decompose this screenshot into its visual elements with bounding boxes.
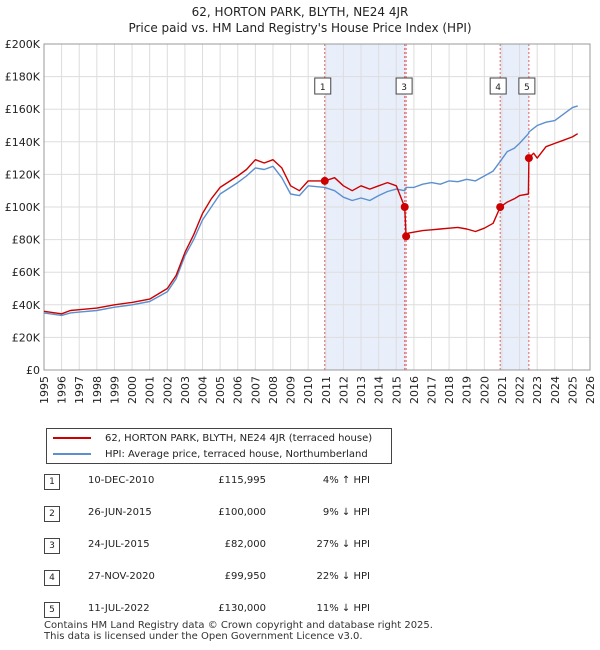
x-tick-label: 1997 bbox=[73, 376, 86, 404]
legend-item-sales: 62, HORTON PARK, BLYTH, NE24 4JR (terrac… bbox=[53, 430, 372, 446]
y-tick-label: £20K bbox=[12, 331, 41, 344]
x-tick-label: 2023 bbox=[531, 376, 544, 404]
x-tick-label: 2004 bbox=[197, 376, 210, 404]
x-tick-label: 2022 bbox=[514, 376, 527, 404]
chart-title-block: 62, HORTON PARK, BLYTH, NE24 4JR Price p… bbox=[0, 4, 600, 36]
sale-number-badge: 2 bbox=[44, 506, 60, 522]
sale-number-badge: 1 bbox=[44, 474, 60, 490]
x-tick-label: 2020 bbox=[478, 376, 491, 404]
sale-point bbox=[400, 203, 409, 211]
series-line-sales bbox=[43, 133, 579, 315]
x-tick-label: 2010 bbox=[302, 376, 315, 404]
y-tick-label: £140K bbox=[5, 136, 41, 149]
y-tick-label: £120K bbox=[5, 168, 41, 181]
sale-point bbox=[524, 154, 533, 163]
x-tick-label: 2015 bbox=[390, 376, 403, 404]
legend-label-hpi: HPI: Average price, terraced house, Nort… bbox=[105, 448, 368, 460]
y-tick-label: £80K bbox=[12, 234, 41, 247]
sale-date: 26-JUN-2015 bbox=[88, 507, 152, 518]
footer-attribution: Contains HM Land Registry data © Crown c… bbox=[44, 620, 433, 642]
footer-licence: This data is licensed under the Open Gov… bbox=[44, 631, 363, 642]
x-tick-label: 1995 bbox=[38, 376, 51, 404]
sale-marker-label: 5 bbox=[524, 83, 530, 93]
y-tick-label: £60K bbox=[12, 266, 41, 279]
sale-point bbox=[496, 203, 505, 212]
x-tick-label: 2024 bbox=[549, 376, 562, 404]
sale-row: 5 11-JUL-2022 £130,000 11% ↓ HPI bbox=[44, 602, 384, 618]
x-tick-label: 2021 bbox=[496, 376, 509, 404]
x-tick-label: 2016 bbox=[408, 376, 421, 404]
x-tick-label: 2019 bbox=[461, 376, 474, 404]
x-tick-label: 2002 bbox=[161, 376, 174, 404]
x-tick-label: 1998 bbox=[91, 376, 104, 404]
x-tick-label: 2007 bbox=[249, 376, 262, 404]
x-tick-label: 2026 bbox=[584, 376, 597, 404]
y-tick-label: £100K bbox=[5, 201, 41, 214]
y-tick-label: £200K bbox=[5, 38, 41, 51]
sale-number-badge: 5 bbox=[44, 602, 60, 618]
sale-date: 24-JUL-2015 bbox=[88, 539, 150, 550]
x-tick-label: 2005 bbox=[214, 376, 227, 404]
legend: 62, HORTON PARK, BLYTH, NE24 4JR (terrac… bbox=[46, 428, 392, 464]
sale-row: 2 26-JUN-2015 £100,000 9% ↓ HPI bbox=[44, 506, 384, 522]
sale-price: £99,950 bbox=[224, 571, 266, 582]
sale-date: 11-JUL-2022 bbox=[88, 603, 150, 614]
x-tick-label: 2003 bbox=[179, 376, 192, 404]
series-line-hpi bbox=[43, 105, 578, 317]
y-tick-label: £160K bbox=[5, 103, 41, 116]
sale-marker-label: 4 bbox=[495, 83, 501, 93]
sale-marker-box bbox=[395, 77, 413, 95]
sale-price: £100,000 bbox=[218, 507, 266, 518]
sale-date: 27-NOV-2020 bbox=[88, 571, 155, 582]
y-tick-label: £0 bbox=[26, 364, 40, 377]
chart-subtitle: Price paid vs. HM Land Registry's House … bbox=[128, 21, 472, 35]
sale-marker-box bbox=[489, 77, 507, 95]
sale-number-badge: 4 bbox=[44, 570, 60, 586]
sale-price: £115,995 bbox=[218, 475, 266, 486]
sale-hpi-diff: 22% ↓ HPI bbox=[316, 571, 370, 582]
sale-hpi-diff: 4% ↑ HPI bbox=[322, 475, 370, 486]
x-tick-label: 2008 bbox=[267, 376, 280, 404]
legend-swatch-hpi bbox=[53, 453, 91, 455]
x-tick-label: 1999 bbox=[108, 376, 121, 404]
x-tick-label: 2025 bbox=[566, 376, 579, 404]
sale-marker-box bbox=[314, 77, 332, 95]
x-tick-label: 2012 bbox=[337, 376, 350, 404]
chart-title: 62, HORTON PARK, BLYTH, NE24 4JR bbox=[191, 5, 409, 19]
sale-marker-box bbox=[518, 77, 536, 95]
x-tick-label: 2013 bbox=[355, 376, 368, 404]
sale-point bbox=[320, 176, 329, 185]
x-tick-label: 2014 bbox=[373, 376, 386, 404]
sale-number-badge: 3 bbox=[44, 538, 60, 554]
x-tick-label: 2001 bbox=[144, 376, 157, 404]
sale-hpi-diff: 9% ↓ HPI bbox=[322, 507, 370, 518]
sale-marker-label: 3 bbox=[401, 83, 407, 93]
y-tick-label: £40K bbox=[12, 299, 41, 312]
sale-price: £82,000 bbox=[224, 539, 266, 550]
x-tick-label: 2018 bbox=[443, 376, 456, 404]
y-tick-label: £180K bbox=[5, 71, 41, 84]
sale-row: 1 10-DEC-2010 £115,995 4% ↑ HPI bbox=[44, 474, 384, 490]
x-tick-label: 2000 bbox=[126, 376, 139, 404]
sale-marker-label: 1 bbox=[320, 83, 326, 93]
sale-date: 10-DEC-2010 bbox=[88, 475, 155, 486]
footer-copyright: Contains HM Land Registry data © Crown c… bbox=[44, 620, 433, 631]
x-tick-label: 1996 bbox=[56, 376, 69, 404]
plot-frame bbox=[43, 43, 591, 371]
x-tick-label: 2009 bbox=[285, 376, 298, 404]
x-tick-label: 2017 bbox=[425, 376, 438, 404]
x-tick-label: 2006 bbox=[232, 376, 245, 404]
price-chart: £0 £20K £40K £60K £80K £100K £120K £140K £160K £1… bbox=[5, 38, 597, 404]
legend-swatch-sales bbox=[53, 437, 91, 439]
sale-row: 3 24-JUL-2015 £82,000 27% ↓ HPI bbox=[44, 538, 384, 554]
sale-price: £130,000 bbox=[218, 603, 266, 614]
sale-point bbox=[402, 232, 411, 241]
sale-hpi-diff: 11% ↓ HPI bbox=[316, 603, 370, 614]
legend-item-hpi: HPI: Average price, terraced house, Nort… bbox=[53, 446, 368, 462]
legend-label-sales: 62, HORTON PARK, BLYTH, NE24 4JR (terrac… bbox=[105, 432, 373, 444]
sale-hpi-diff: 27% ↓ HPI bbox=[316, 539, 370, 550]
sale-row: 4 27-NOV-2020 £99,950 22% ↓ HPI bbox=[44, 570, 384, 586]
x-tick-label: 2011 bbox=[320, 376, 333, 404]
